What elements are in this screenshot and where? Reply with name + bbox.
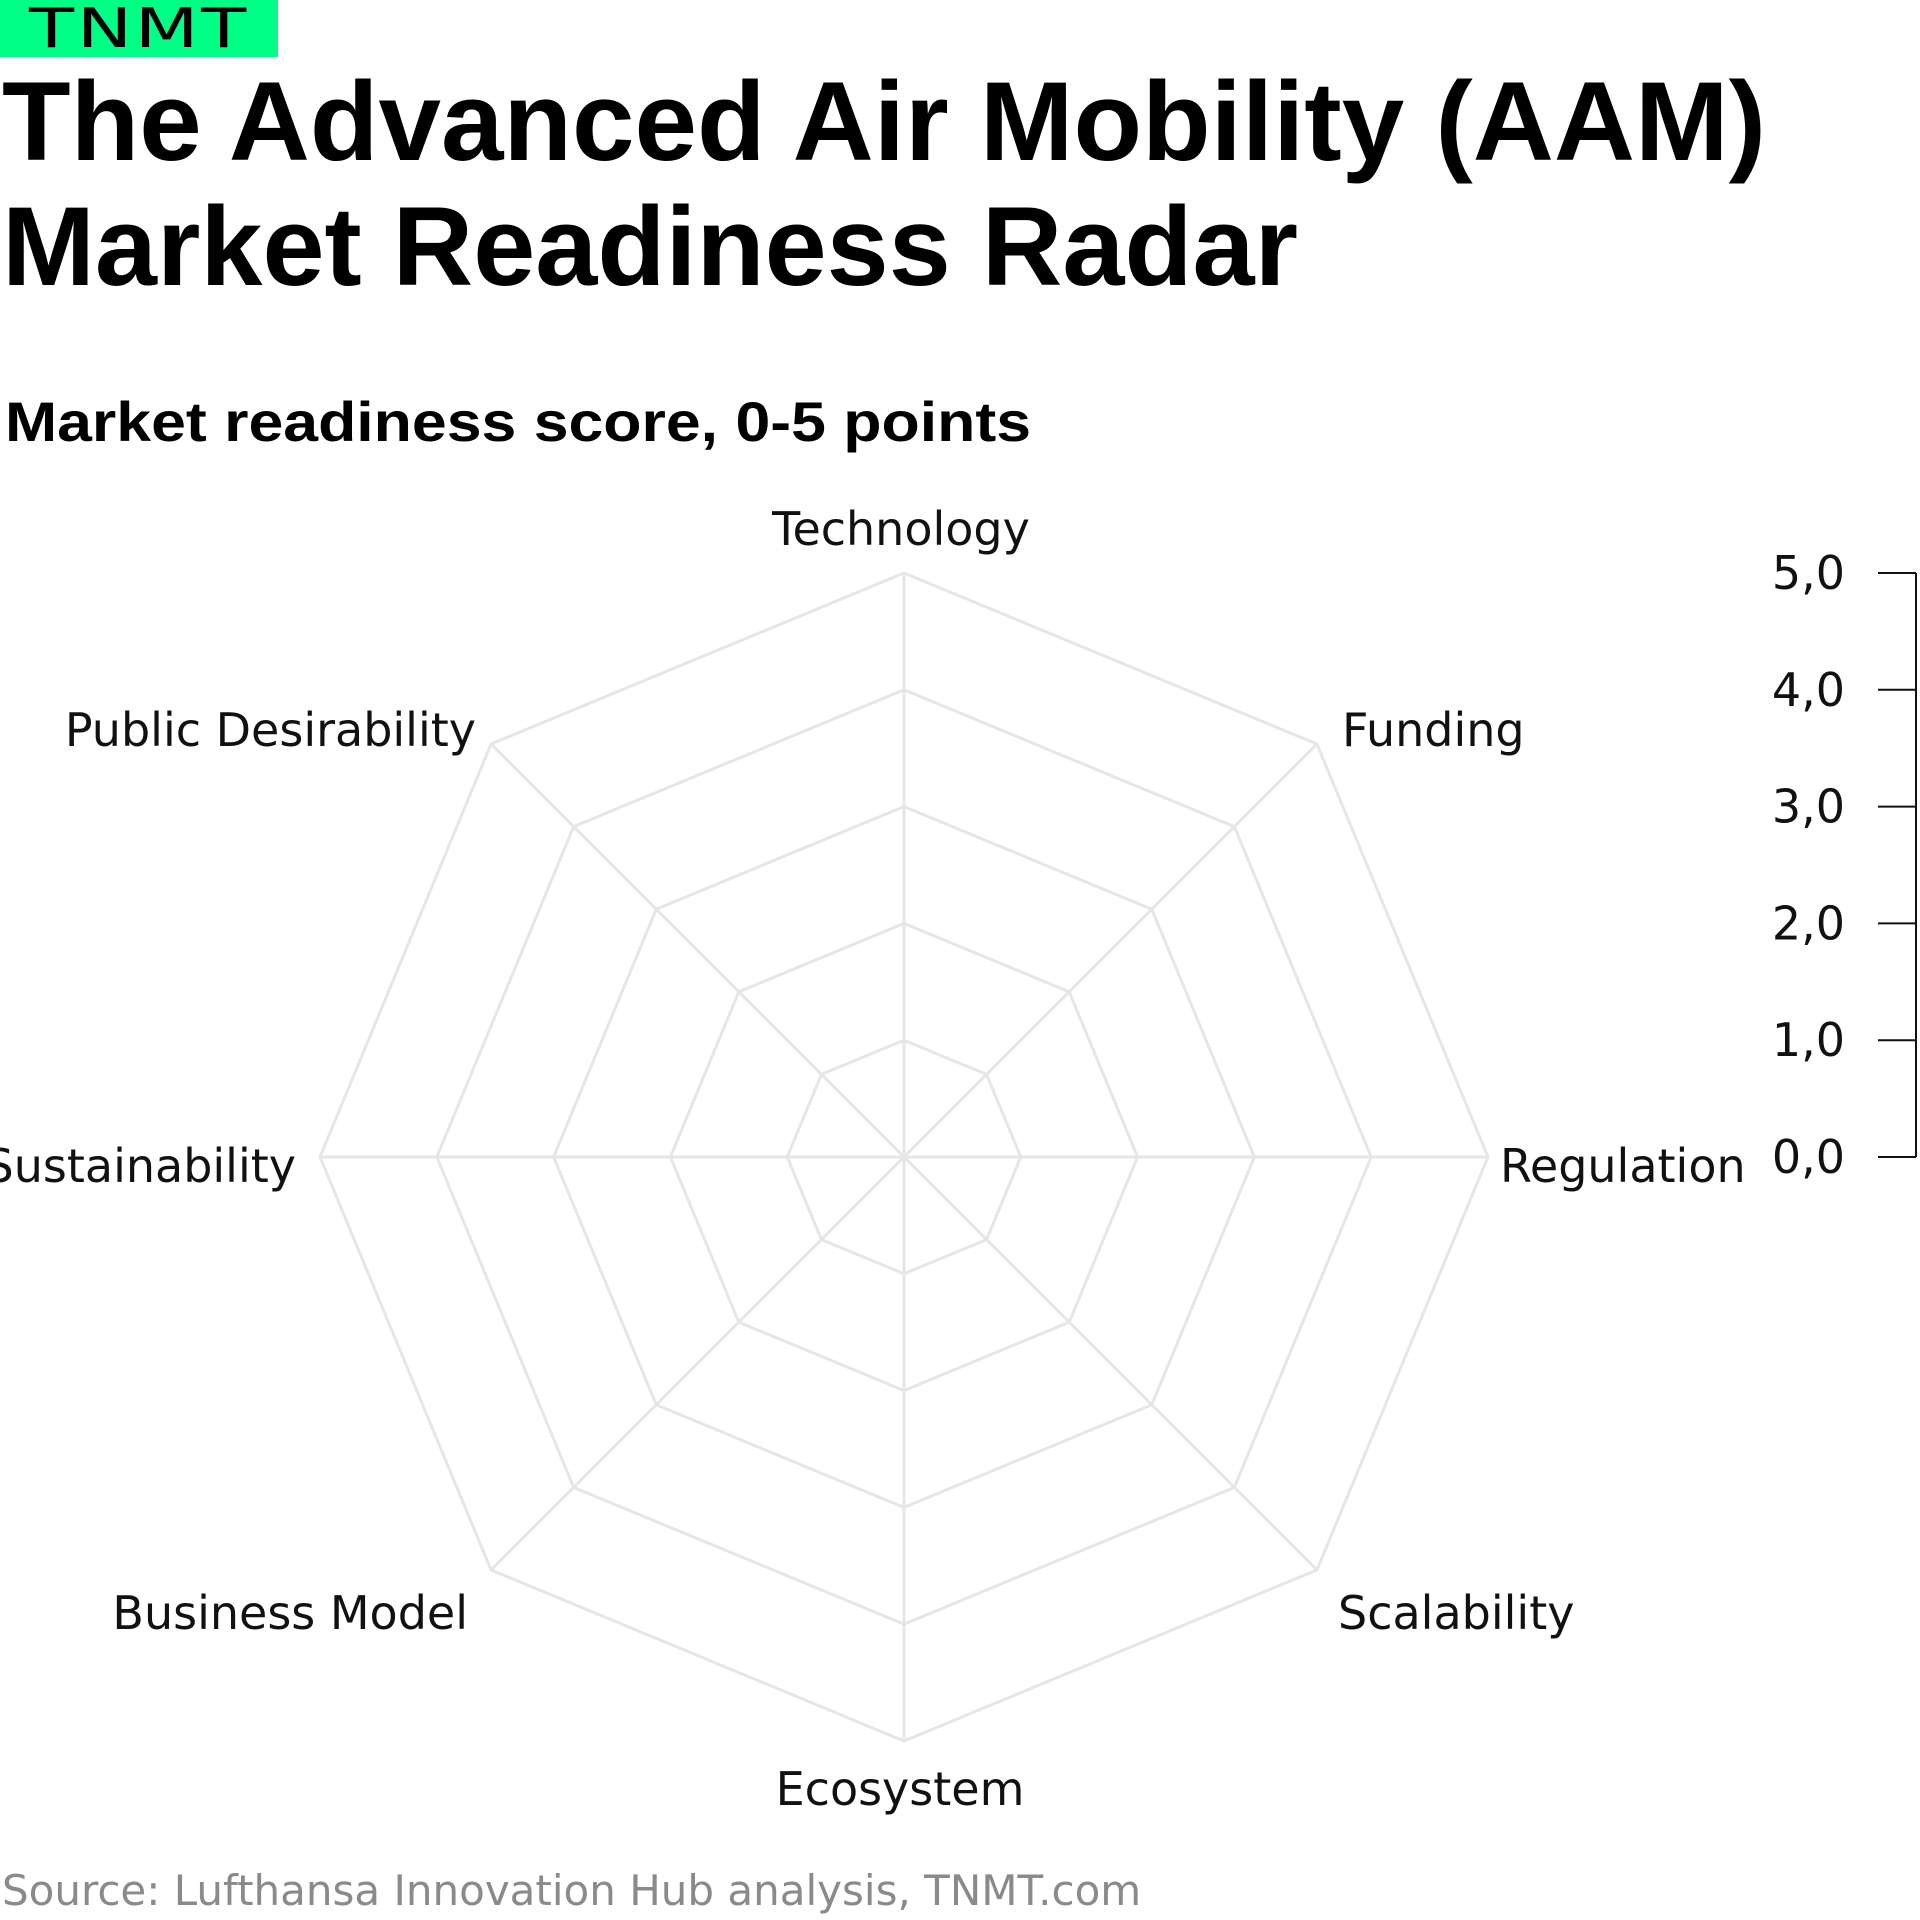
axis-spoke [902,1155,1319,1572]
logo: TNMT [28,0,249,60]
page-title-line-2: Market Readiness Radar [2,184,1298,309]
axis-label: Scalability [1338,1586,1574,1640]
axis-spoke [489,1155,906,1572]
axis-label: Technology [771,502,1030,556]
logo-badge [0,0,278,57]
axis-label: Business Model [112,1586,468,1640]
axis-spoke [489,742,906,1159]
source-note: Source: Lufthansa Innovation Hub analysi… [2,1866,1141,1915]
scale-tick-label: 0,0 [1772,1130,1845,1184]
axis-labels: Technology Funding Regulation Scalability Ec… [0,502,1746,1816]
radar-grid [318,571,1490,1743]
axis-label: Sustainability [0,1139,296,1193]
scale-tick-label: 1,0 [1772,1013,1845,1067]
scale-tick-label: 3,0 [1772,780,1845,834]
scale-tick-label: 5,0 [1772,546,1845,600]
page-title-line-1: The Advanced Air Mobility (AAM) [2,59,1766,184]
scale-tick-label: 4,0 [1772,663,1845,717]
axis-label: Funding [1342,703,1525,757]
axis-label: Public Desirability [65,703,476,757]
axis-label: Ecosystem [776,1762,1025,1816]
axis-label: Regulation [1500,1139,1746,1193]
scale-axis: 5,0 4,0 3,0 2,0 1,0 0,0 [1772,546,1917,1184]
axis-spoke [902,742,1319,1159]
scale-tick-label: 2,0 [1772,896,1845,950]
chart-subtitle: Market readiness score, 0-5 points [5,390,1031,453]
